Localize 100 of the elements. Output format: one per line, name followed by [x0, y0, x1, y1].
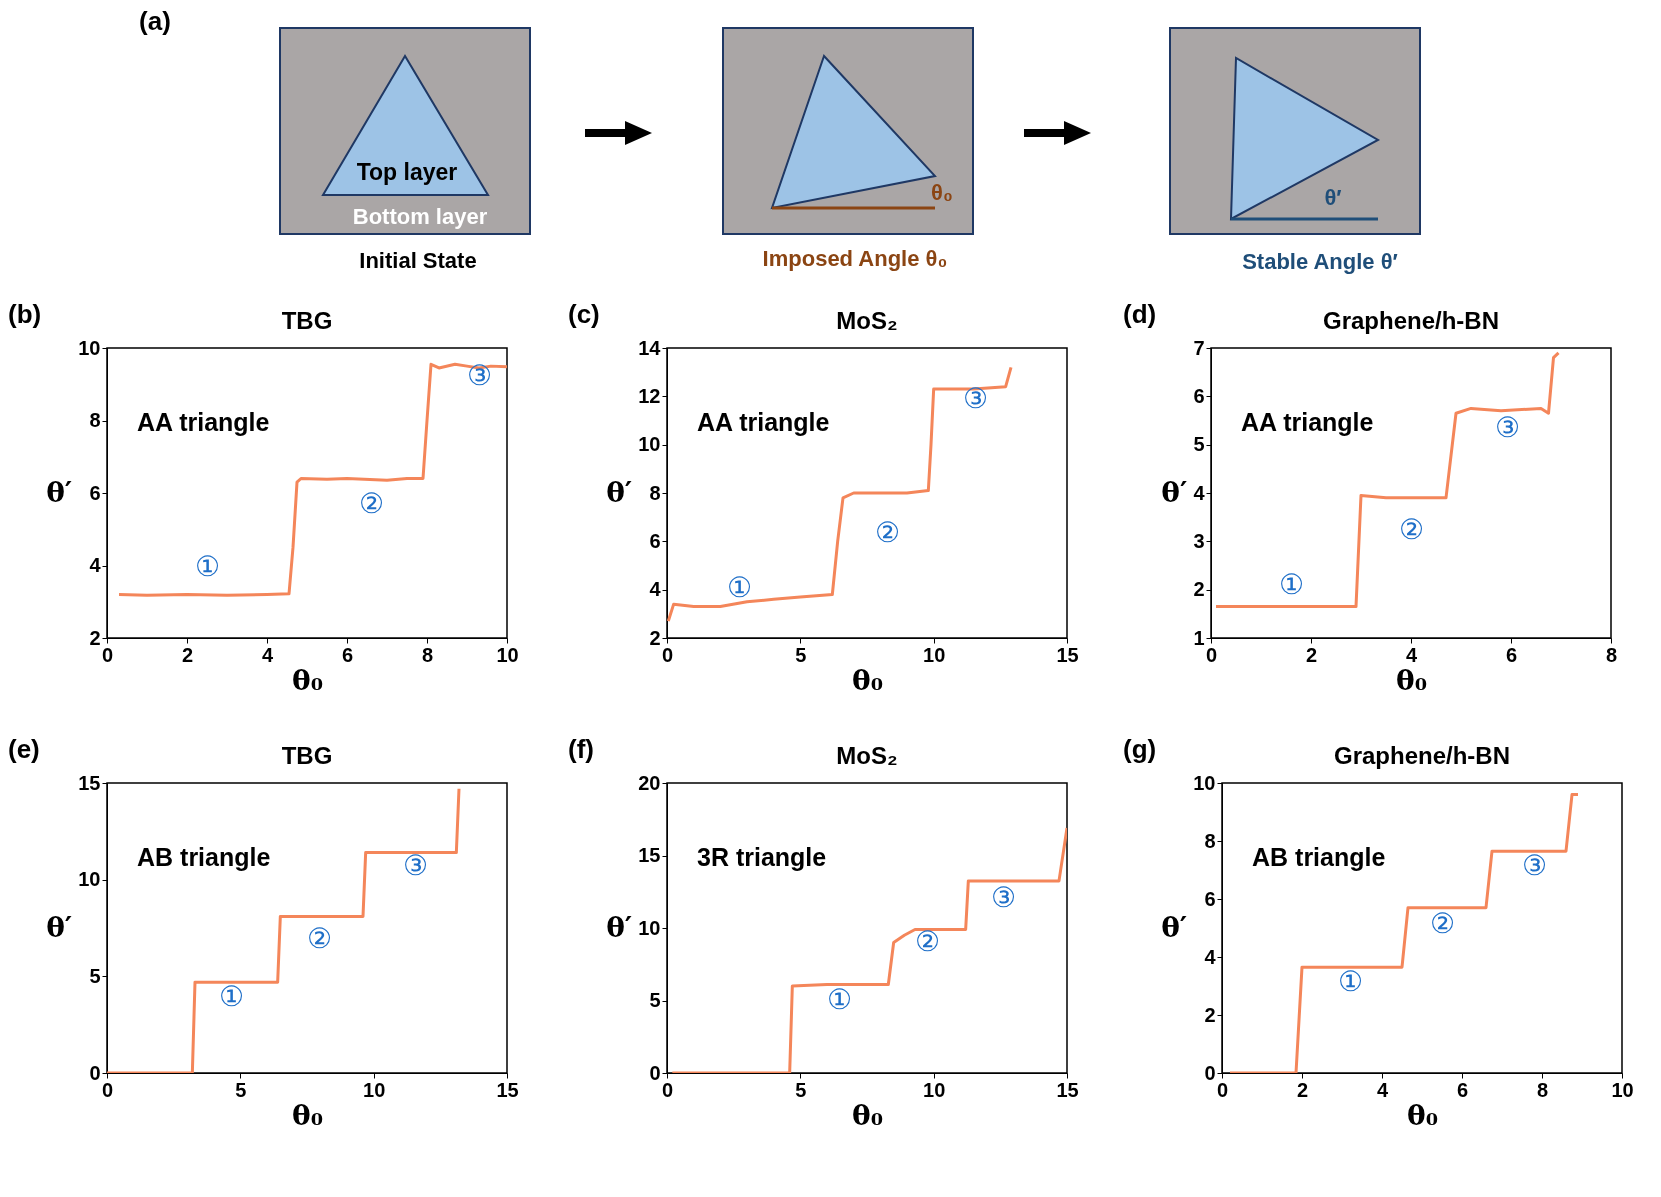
y-tick-label: 0	[649, 1061, 661, 1084]
x-axis-title: θ₀	[292, 663, 323, 697]
y-tick-label: 10	[78, 336, 101, 359]
y-tick-label: 5	[1193, 433, 1205, 456]
x-tick-label: 8	[1605, 643, 1618, 666]
chart-title: TBG	[281, 307, 333, 334]
annotation: ①	[1278, 568, 1304, 600]
line-series	[117, 362, 507, 597]
y-tick-label: 4	[649, 578, 662, 601]
text: (b)	[8, 299, 42, 330]
x-tick-label: 4	[261, 643, 274, 666]
y-tick-label: 4	[1193, 481, 1206, 504]
y-tick-label: 20	[638, 771, 661, 794]
x-tick-label: 6	[341, 643, 354, 666]
annotation: AA triangle	[137, 408, 270, 436]
text: Initial State	[359, 248, 477, 273]
chart-title: TBG	[281, 742, 333, 769]
x-axis-title: θ₀	[1396, 663, 1427, 697]
y-axis-title: θ′	[46, 475, 73, 509]
y-tick-label: 7	[1193, 336, 1205, 359]
annotation: ②	[306, 922, 332, 954]
x-tick-label: 6	[1505, 643, 1518, 666]
y-tick-label: 10	[1193, 771, 1216, 794]
annotation: AA triangle	[1241, 408, 1374, 436]
x-tick-label: 8	[1536, 1078, 1549, 1101]
annotation: 3R triangle	[697, 843, 827, 871]
annotation: AA triangle	[697, 408, 830, 436]
y-tick-label: 0	[1204, 1061, 1216, 1084]
y-axis-title: θ′	[1161, 910, 1188, 944]
x-tick-label: 10	[923, 1078, 946, 1101]
y-axis-title: θ′	[606, 910, 633, 944]
y-tick-label: 2	[1193, 578, 1205, 601]
y-tick-label: 2	[649, 626, 661, 649]
x-axis-title: θ₀	[292, 1098, 323, 1132]
annotation: ③	[402, 850, 428, 882]
y-tick-label: 12	[638, 384, 661, 407]
text: Imposed Angle θ₀	[762, 246, 948, 271]
annotation: ③	[1521, 850, 1547, 882]
chart-title: MoS₂	[836, 307, 898, 334]
y-tick-label: 4	[1204, 945, 1217, 968]
text: Bottom layer	[352, 204, 488, 229]
y-tick-label: 6	[1204, 887, 1216, 910]
y-tick-label: 6	[1193, 384, 1205, 407]
y-tick-label: 3	[1193, 529, 1205, 552]
x-tick-label: 15	[496, 1078, 519, 1101]
y-tick-label: 15	[78, 771, 101, 794]
y-axis-title: θ′	[606, 475, 633, 509]
x-axis-title: θ₀	[852, 663, 883, 697]
x-axis-title: θ₀	[1407, 1098, 1438, 1132]
line-series	[1228, 793, 1580, 1073]
annotation: ②	[914, 925, 940, 957]
x-tick-label: 2	[1296, 1078, 1309, 1101]
text: (g)	[1123, 734, 1157, 765]
annotation: AB triangle	[1252, 843, 1386, 871]
text: θ₀	[931, 180, 953, 205]
line-series	[1214, 351, 1560, 609]
x-tick-label: 5	[235, 1078, 247, 1101]
x-tick-label: 4	[1405, 643, 1418, 666]
annotation: ③	[990, 882, 1016, 913]
annotation: ③	[466, 360, 492, 391]
y-tick-label: 14	[638, 336, 662, 359]
annotation: ②	[1429, 908, 1455, 940]
x-tick-label: 15	[1056, 1078, 1079, 1101]
text: (d)	[1123, 299, 1157, 330]
text: (e)	[8, 734, 40, 765]
x-tick-label: 5	[795, 1078, 807, 1101]
x-tick-label: 4	[1376, 1078, 1389, 1101]
x-tick-label: 10	[363, 1078, 386, 1101]
text: θ′	[1324, 185, 1342, 210]
y-tick-label: 5	[649, 989, 661, 1011]
annotation: ②	[358, 487, 384, 519]
x-tick-label: 10	[1611, 1078, 1634, 1101]
annotation: ②	[874, 516, 900, 548]
text: Top layer	[356, 159, 458, 185]
y-tick-label: 2	[89, 626, 101, 649]
x-tick-label: 6	[1456, 1078, 1469, 1101]
chart-title: Graphene/h-BN	[1322, 307, 1500, 334]
x-axis-title: θ₀	[852, 1098, 883, 1132]
y-axis-title: θ′	[46, 910, 73, 944]
y-tick-label: 4	[89, 554, 102, 576]
annotation: ①	[826, 983, 852, 1015]
y-tick-label: 0	[89, 1061, 101, 1084]
y-tick-label: 1	[1193, 626, 1205, 649]
line-series	[107, 787, 461, 1073]
y-tick-label: 10	[638, 433, 661, 456]
x-tick-label: 2	[1305, 643, 1318, 666]
x-tick-label: 5	[795, 643, 807, 666]
annotation: ①	[1337, 966, 1363, 998]
y-tick-label: 8	[89, 409, 101, 431]
y-tick-label: 8	[1204, 829, 1216, 852]
annotation: ①	[194, 551, 220, 583]
y-tick-label: 10	[78, 868, 101, 891]
x-tick-label: 15	[1056, 643, 1079, 666]
chart-title: MoS₂	[836, 742, 898, 769]
text: Stable Angle θ′	[1242, 249, 1398, 274]
text: (a)	[139, 6, 171, 36]
x-tick-label: 2	[181, 643, 194, 666]
x-tick-label: 8	[421, 643, 434, 666]
y-axis-title: θ′	[1161, 475, 1188, 509]
text: (f)	[568, 734, 594, 765]
